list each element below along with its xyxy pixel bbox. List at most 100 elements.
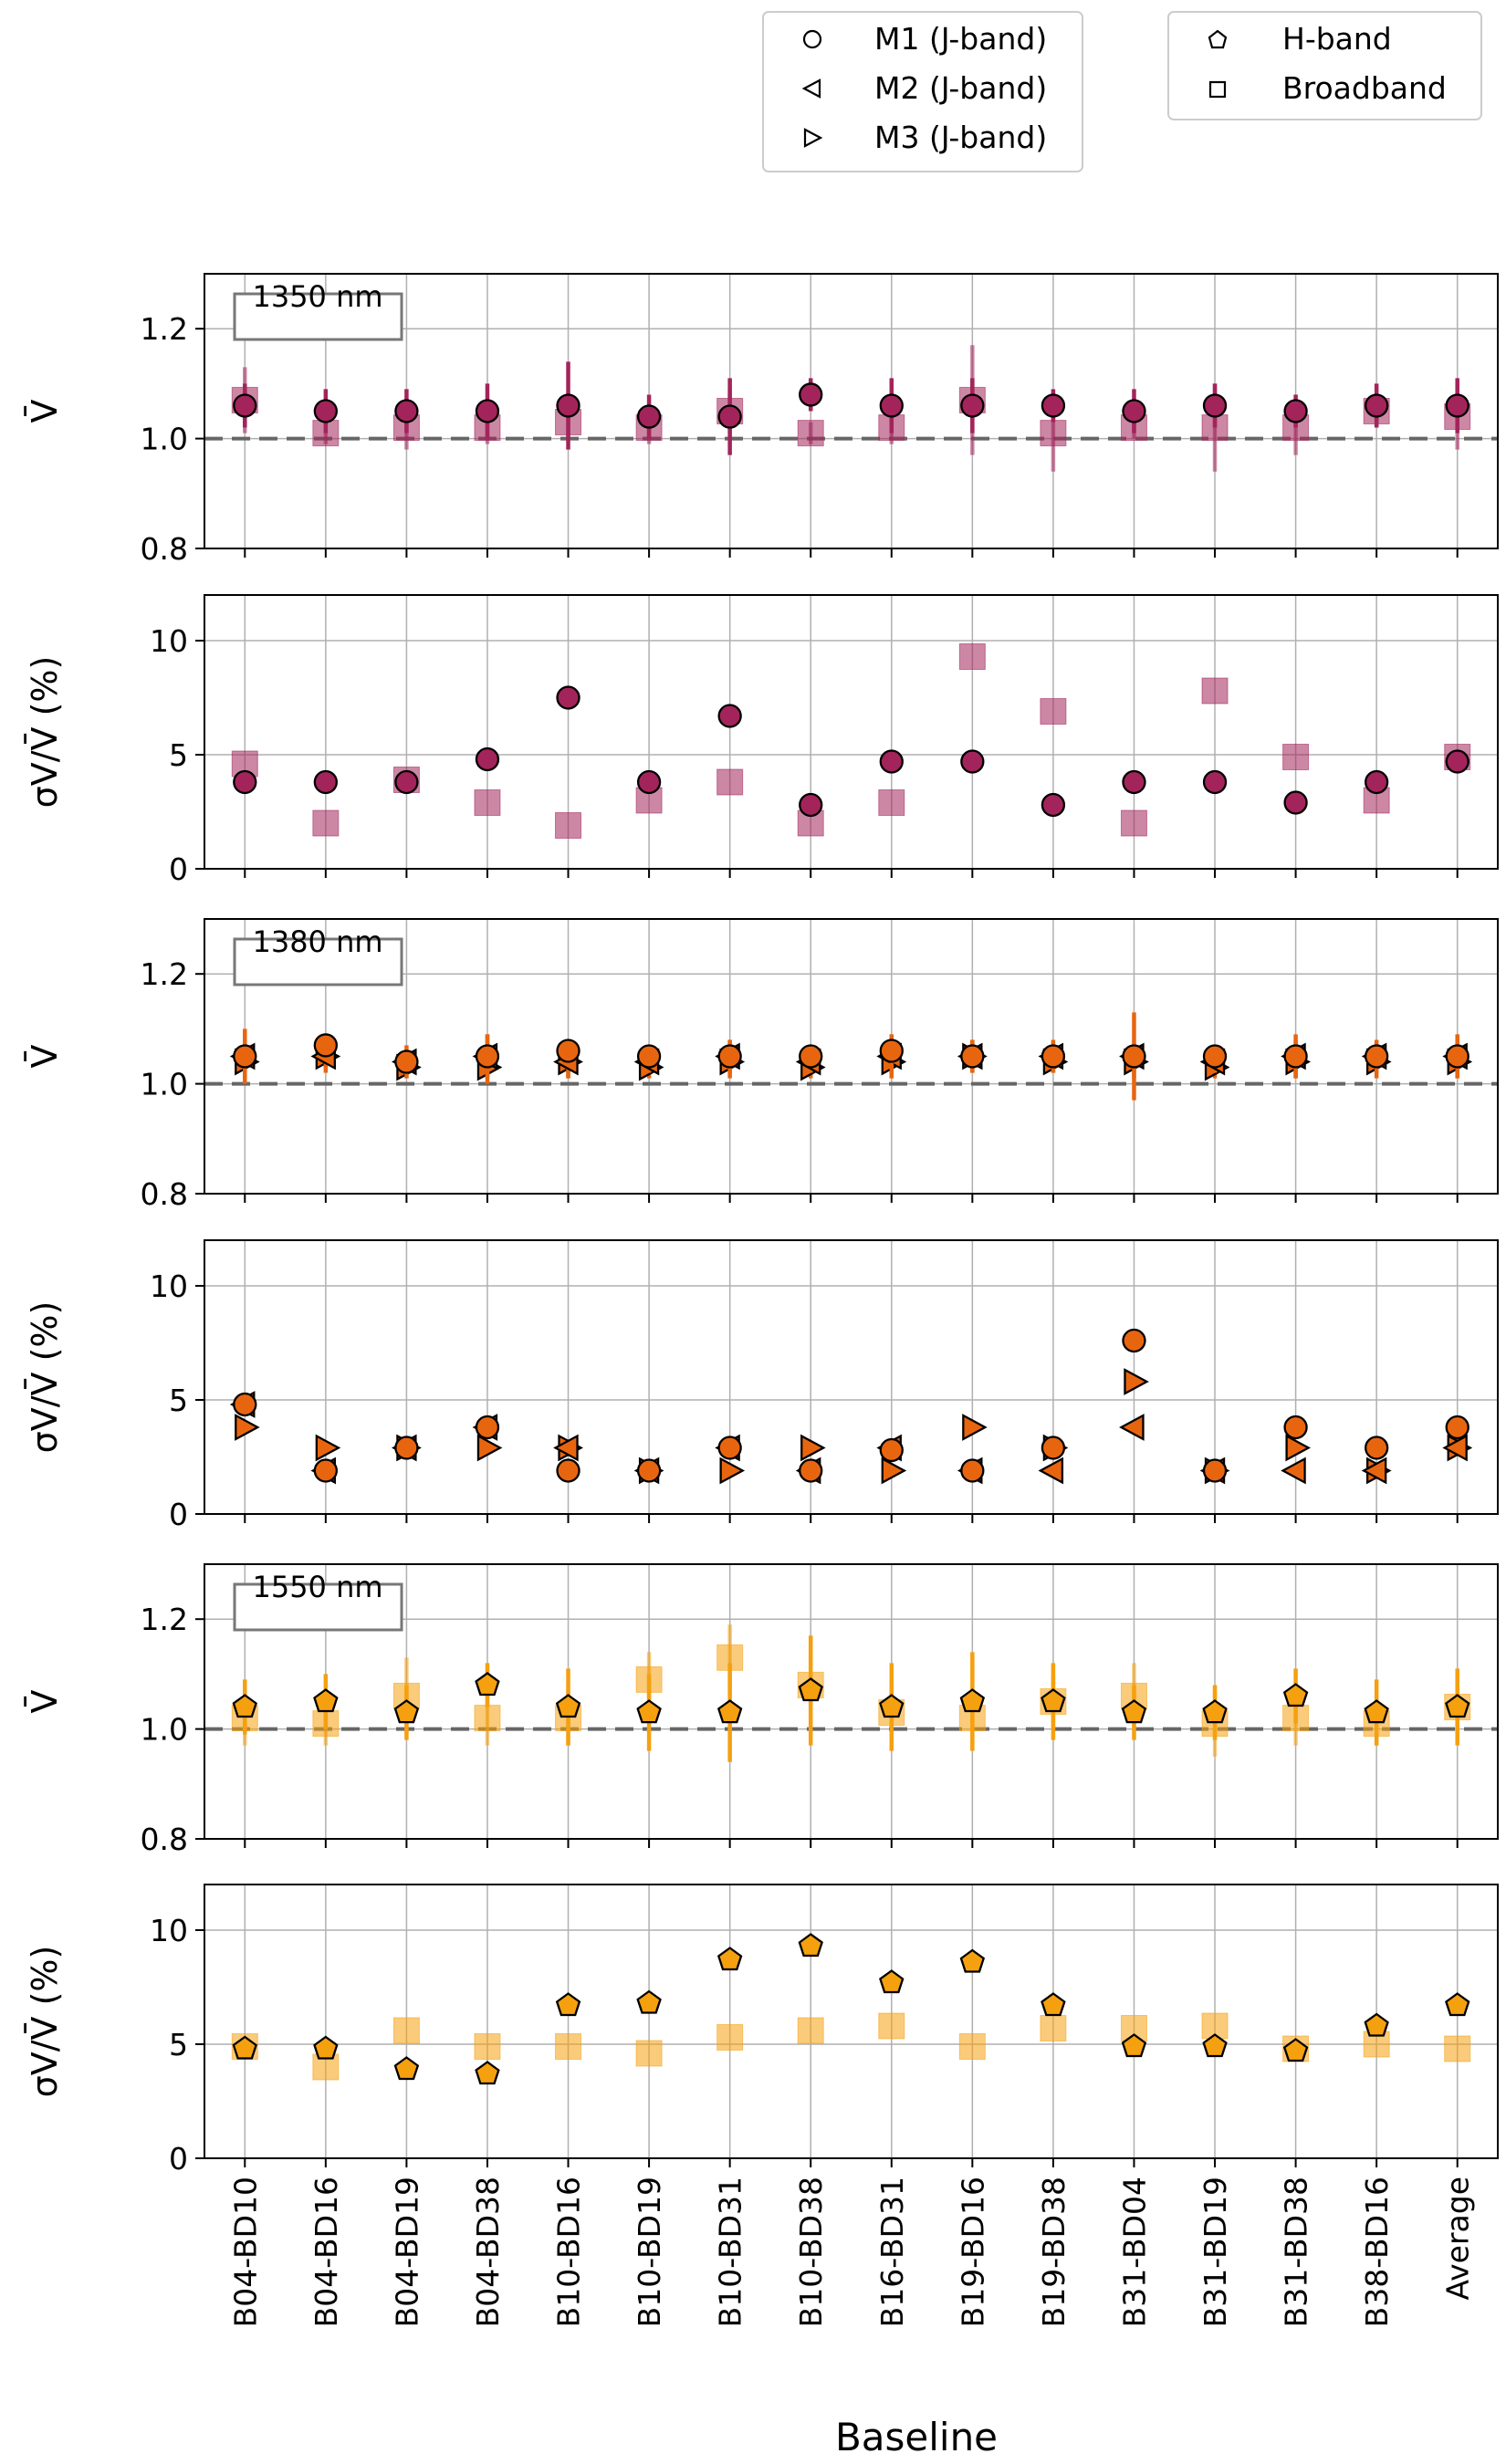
y-tick-label: 0 (169, 2141, 188, 2177)
series-pentagon (232, 1635, 1470, 1762)
y-tick-label: 5 (169, 737, 188, 773)
data-point (1282, 2038, 1309, 2062)
y-axis-label: V̄ (25, 1045, 65, 1069)
x-tick-label: B04-BD10 (227, 2177, 263, 2327)
data-point (879, 1437, 904, 1463)
data-point (799, 792, 823, 818)
axes-frame (204, 594, 1499, 870)
data-point (1202, 1044, 1228, 1069)
axes-frame (204, 918, 1499, 1195)
x-tick-label: B10-BD38 (793, 2177, 829, 2327)
x-tick-label: Average (1440, 2177, 1476, 2301)
chart-panel-5: 0.8 1.0 1.2 V̄ 1550 nm (25, 1563, 1499, 1857)
data-point (719, 1456, 746, 1485)
data-point (1041, 1436, 1066, 1460)
wavelength-label: 1550 nm (233, 1570, 403, 1632)
data-point (1121, 1699, 1147, 1724)
data-point (716, 2024, 744, 2051)
y-tick-label: 0 (169, 851, 188, 887)
data-point (555, 812, 582, 839)
data-point (1119, 1414, 1145, 1441)
data-point (1442, 1434, 1468, 1462)
data-point (555, 1992, 581, 2017)
data-point (879, 393, 904, 418)
y-tick-label: 1.0 (141, 422, 188, 457)
x-tick-label: B10-BD19 (632, 2177, 667, 2327)
data-point (392, 2017, 420, 2044)
legend-label-m1: M1 (J-band) (874, 21, 1047, 57)
data-point (1283, 1415, 1308, 1440)
data-point (475, 2061, 500, 2085)
data-point (636, 1989, 662, 2014)
axes-frame (204, 1884, 1499, 2159)
data-point (1283, 399, 1308, 423)
data-point (556, 393, 580, 418)
y-tick-label: 5 (169, 1383, 188, 1418)
data-point (1202, 1458, 1228, 1483)
data-point (1281, 1456, 1306, 1485)
data-point (716, 768, 744, 796)
y-tick-label: 10 (150, 1269, 188, 1304)
data-point (1283, 790, 1308, 815)
y-tick-label: 10 (150, 623, 188, 659)
data-point (879, 1039, 904, 1063)
data-point (313, 1458, 338, 1483)
data-point (394, 1049, 419, 1074)
data-point (1365, 1436, 1389, 1460)
x-tick-label: B31-BD19 (1197, 2177, 1233, 2327)
data-point (393, 1699, 420, 1724)
data-point (233, 1392, 257, 1417)
data-point (1041, 792, 1066, 818)
x-tick-label: B10-BD31 (713, 2177, 748, 2327)
data-point (960, 1044, 985, 1069)
data-point (879, 1969, 905, 1994)
x-tick-label: B38-BD16 (1359, 2177, 1395, 2327)
x-tick-label: B04-BD16 (309, 2177, 344, 2327)
data-point (636, 1699, 662, 1724)
data-point (313, 399, 338, 423)
y-tick-label: 0 (169, 1497, 188, 1532)
data-point (716, 1699, 743, 1724)
x-tick-label: B16-BD31 (874, 2177, 910, 2327)
data-point (799, 382, 823, 407)
legend-marker-broadband (1208, 80, 1227, 99)
series-circle (233, 1033, 1469, 1079)
series-circle (233, 685, 1469, 818)
data-point (1040, 2015, 1067, 2041)
data-point (1202, 1699, 1228, 1724)
wavelength-label-box (233, 1582, 403, 1632)
data-point (960, 749, 985, 774)
y-tick-label: 0.8 (141, 531, 188, 567)
y-axis-label: σV/V̄ (%) (25, 1301, 65, 1454)
data-point (960, 1458, 985, 1483)
series-square (231, 1624, 1471, 1757)
axes-frame (204, 1563, 1499, 1840)
series-triangle-left (229, 1391, 1468, 1485)
data-point (1202, 769, 1228, 795)
data-point (1445, 1415, 1469, 1440)
y-axis-label: σV/V̄ (%) (25, 1946, 65, 2098)
data-point (1122, 769, 1146, 795)
y-tick-label: 0.8 (141, 1822, 188, 1857)
data-point (1445, 749, 1469, 774)
data-point (881, 1456, 907, 1485)
data-point (1445, 1992, 1470, 2017)
data-point (1282, 744, 1310, 770)
data-point (475, 1415, 500, 1440)
legend-label-broadband: Broadband (1282, 70, 1447, 106)
data-point (800, 1434, 826, 1462)
data-point (959, 1688, 986, 1713)
legend-left: M1 (J-band) M2 (J-band) M3 (J-band) (762, 11, 1083, 172)
series-pentagon (232, 1933, 1470, 2085)
data-point (1038, 1456, 1064, 1485)
legend-label-m3: M3 (J-band) (874, 120, 1047, 155)
data-point (1041, 1044, 1066, 1069)
wavelength-label-box (233, 937, 403, 987)
data-point (1201, 677, 1229, 705)
data-point (233, 393, 257, 418)
data-point (233, 769, 257, 795)
data-point (959, 1948, 986, 1973)
data-point (797, 420, 824, 447)
x-tick-label: B04-BD19 (389, 2177, 424, 2327)
wavelength-label: 1350 nm (233, 279, 403, 341)
